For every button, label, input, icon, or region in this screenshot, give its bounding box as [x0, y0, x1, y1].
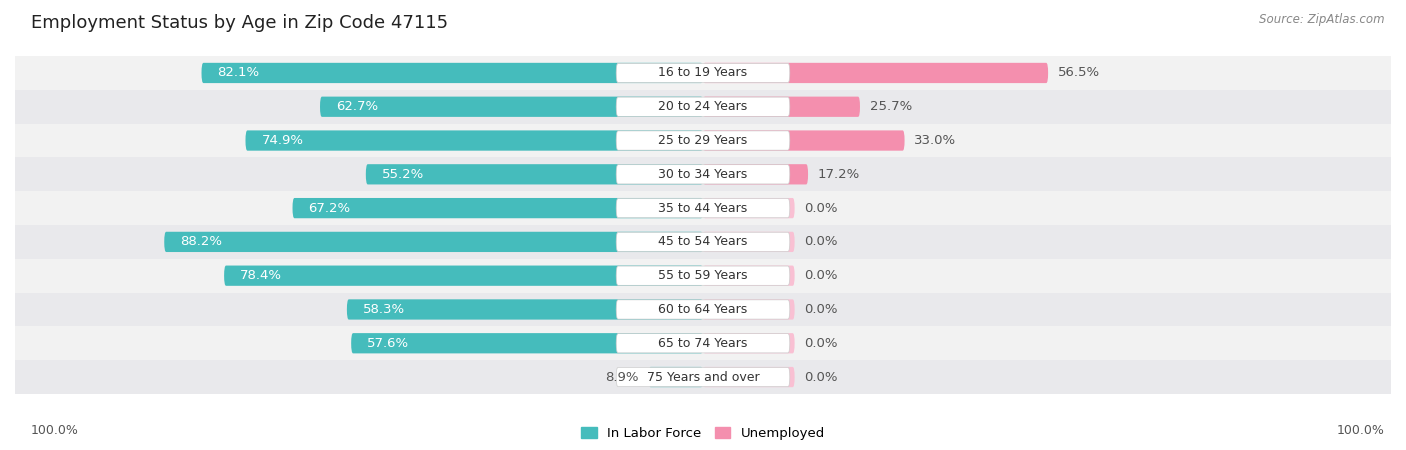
FancyBboxPatch shape [616, 266, 790, 285]
Bar [15, 124, 1391, 158]
Text: 17.2%: 17.2% [818, 168, 860, 181]
FancyBboxPatch shape [703, 97, 860, 117]
Bar [15, 360, 1391, 394]
Bar [15, 292, 1391, 326]
Text: 88.2%: 88.2% [180, 235, 222, 248]
Text: 57.6%: 57.6% [367, 337, 409, 350]
FancyBboxPatch shape [616, 300, 790, 319]
FancyBboxPatch shape [616, 198, 790, 218]
Bar [15, 326, 1391, 360]
FancyBboxPatch shape [246, 130, 703, 151]
FancyBboxPatch shape [616, 333, 790, 353]
FancyBboxPatch shape [616, 367, 790, 387]
FancyBboxPatch shape [224, 266, 703, 286]
FancyBboxPatch shape [703, 130, 904, 151]
Bar [15, 158, 1391, 191]
FancyBboxPatch shape [201, 63, 703, 83]
Text: 45 to 54 Years: 45 to 54 Years [658, 235, 748, 248]
FancyBboxPatch shape [366, 164, 703, 184]
Text: 25.7%: 25.7% [870, 100, 912, 113]
Text: 33.0%: 33.0% [914, 134, 956, 147]
Bar [15, 225, 1391, 259]
Text: 25 to 29 Years: 25 to 29 Years [658, 134, 748, 147]
Text: 75 Years and over: 75 Years and over [647, 370, 759, 383]
Text: 58.3%: 58.3% [363, 303, 405, 316]
FancyBboxPatch shape [616, 97, 790, 117]
Bar [15, 90, 1391, 124]
Text: 100.0%: 100.0% [31, 423, 79, 436]
Text: 56.5%: 56.5% [1057, 67, 1099, 80]
FancyBboxPatch shape [292, 198, 703, 218]
Bar [15, 191, 1391, 225]
FancyBboxPatch shape [648, 367, 703, 387]
Text: 74.9%: 74.9% [262, 134, 304, 147]
Text: 82.1%: 82.1% [218, 67, 260, 80]
FancyBboxPatch shape [703, 333, 794, 353]
Legend: In Labor Force, Unemployed: In Labor Force, Unemployed [575, 422, 831, 446]
FancyBboxPatch shape [703, 367, 794, 387]
Text: 0.0%: 0.0% [804, 303, 838, 316]
FancyBboxPatch shape [703, 266, 794, 286]
Text: 35 to 44 Years: 35 to 44 Years [658, 202, 748, 215]
Text: 0.0%: 0.0% [804, 370, 838, 383]
Text: 16 to 19 Years: 16 to 19 Years [658, 67, 748, 80]
FancyBboxPatch shape [703, 198, 794, 218]
Text: 0.0%: 0.0% [804, 202, 838, 215]
Text: 0.0%: 0.0% [804, 337, 838, 350]
FancyBboxPatch shape [352, 333, 703, 353]
Text: 8.9%: 8.9% [606, 370, 638, 383]
Text: 65 to 74 Years: 65 to 74 Years [658, 337, 748, 350]
FancyBboxPatch shape [347, 299, 703, 319]
Text: 67.2%: 67.2% [308, 202, 350, 215]
Text: 100.0%: 100.0% [1337, 423, 1385, 436]
FancyBboxPatch shape [321, 97, 703, 117]
FancyBboxPatch shape [616, 63, 790, 83]
Text: 62.7%: 62.7% [336, 100, 378, 113]
Text: 20 to 24 Years: 20 to 24 Years [658, 100, 748, 113]
Text: 30 to 34 Years: 30 to 34 Years [658, 168, 748, 181]
Bar [15, 259, 1391, 292]
FancyBboxPatch shape [703, 232, 794, 252]
Text: Source: ZipAtlas.com: Source: ZipAtlas.com [1260, 14, 1385, 27]
FancyBboxPatch shape [703, 63, 1047, 83]
FancyBboxPatch shape [165, 232, 703, 252]
FancyBboxPatch shape [703, 299, 794, 319]
Text: 0.0%: 0.0% [804, 235, 838, 248]
FancyBboxPatch shape [616, 131, 790, 150]
FancyBboxPatch shape [703, 164, 808, 184]
Text: 55 to 59 Years: 55 to 59 Years [658, 269, 748, 282]
FancyBboxPatch shape [616, 165, 790, 184]
Bar [15, 56, 1391, 90]
Text: 0.0%: 0.0% [804, 269, 838, 282]
FancyBboxPatch shape [616, 232, 790, 252]
Text: 55.2%: 55.2% [382, 168, 425, 181]
Text: 60 to 64 Years: 60 to 64 Years [658, 303, 748, 316]
Text: 78.4%: 78.4% [240, 269, 283, 282]
Text: Employment Status by Age in Zip Code 47115: Employment Status by Age in Zip Code 471… [31, 14, 449, 32]
